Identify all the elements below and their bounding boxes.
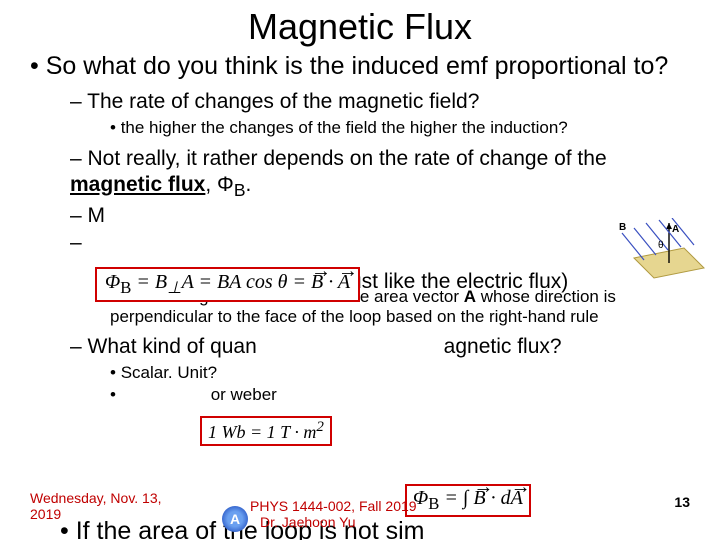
text: .: [246, 173, 252, 196]
formula-flux-definition: ΦB = B⊥A = BA cos θ = B→ · A→: [95, 267, 360, 302]
note-higher-changes: the higher the changes of the field the …: [110, 118, 700, 138]
slide-title: Magnetic Flux: [0, 0, 720, 50]
label-b: B: [619, 222, 626, 233]
formula-flux-units: 1 Wb = 1 T · m2: [200, 416, 332, 446]
weber-line: or weber: [110, 385, 700, 405]
label-theta: θ: [658, 240, 664, 251]
text: or weber: [211, 385, 277, 404]
text: Not really, it rather depends on the rat…: [88, 147, 607, 170]
empty-dash: [70, 230, 700, 255]
text: Wednesday, Nov. 13,: [30, 490, 162, 506]
footer-page-number: 13: [674, 494, 690, 510]
subscript-b: B: [234, 180, 246, 200]
footer-course: PHYS 1444-002, Fall 2019: [250, 498, 417, 514]
term-magnetic-flux: magnetic flux: [70, 173, 205, 196]
quantity-question: What kind of quan________________agnetic…: [70, 334, 700, 359]
slide-magnetic-flux: Magnetic Flux So what do you think is th…: [0, 0, 720, 540]
text: M: [88, 204, 106, 227]
institution-logo: A: [222, 506, 248, 532]
scalar-unit-line: Scalar. Unit?: [110, 363, 700, 383]
label-a: A: [672, 224, 679, 235]
electric-flux-fragment: ust like the electric flux): [350, 270, 568, 294]
sub-bullet-rate-of-field: The rate of changes of the magnetic fiel…: [70, 89, 700, 114]
flux-diagram: B A θ: [614, 218, 714, 298]
main-bullet: So what do you think is the induced emf …: [30, 52, 700, 81]
footer-author: Dr. Jaehoon Yu: [260, 514, 355, 530]
text: agnetic flux?: [444, 335, 562, 358]
text: , Φ: [205, 173, 233, 196]
footer-date: Wednesday, Nov. 13, 2019: [30, 490, 162, 522]
logo-letter: A: [230, 511, 240, 527]
text: 2019: [30, 506, 61, 522]
formula-flux-integral: ΦB = ∫ B→ · dA→: [405, 484, 531, 517]
sub-bullet-m-line: M: [70, 203, 700, 228]
text: What kind of quan: [88, 335, 257, 358]
sub-bullet-not-really: Not really, it rather depends on the rat…: [70, 146, 700, 200]
